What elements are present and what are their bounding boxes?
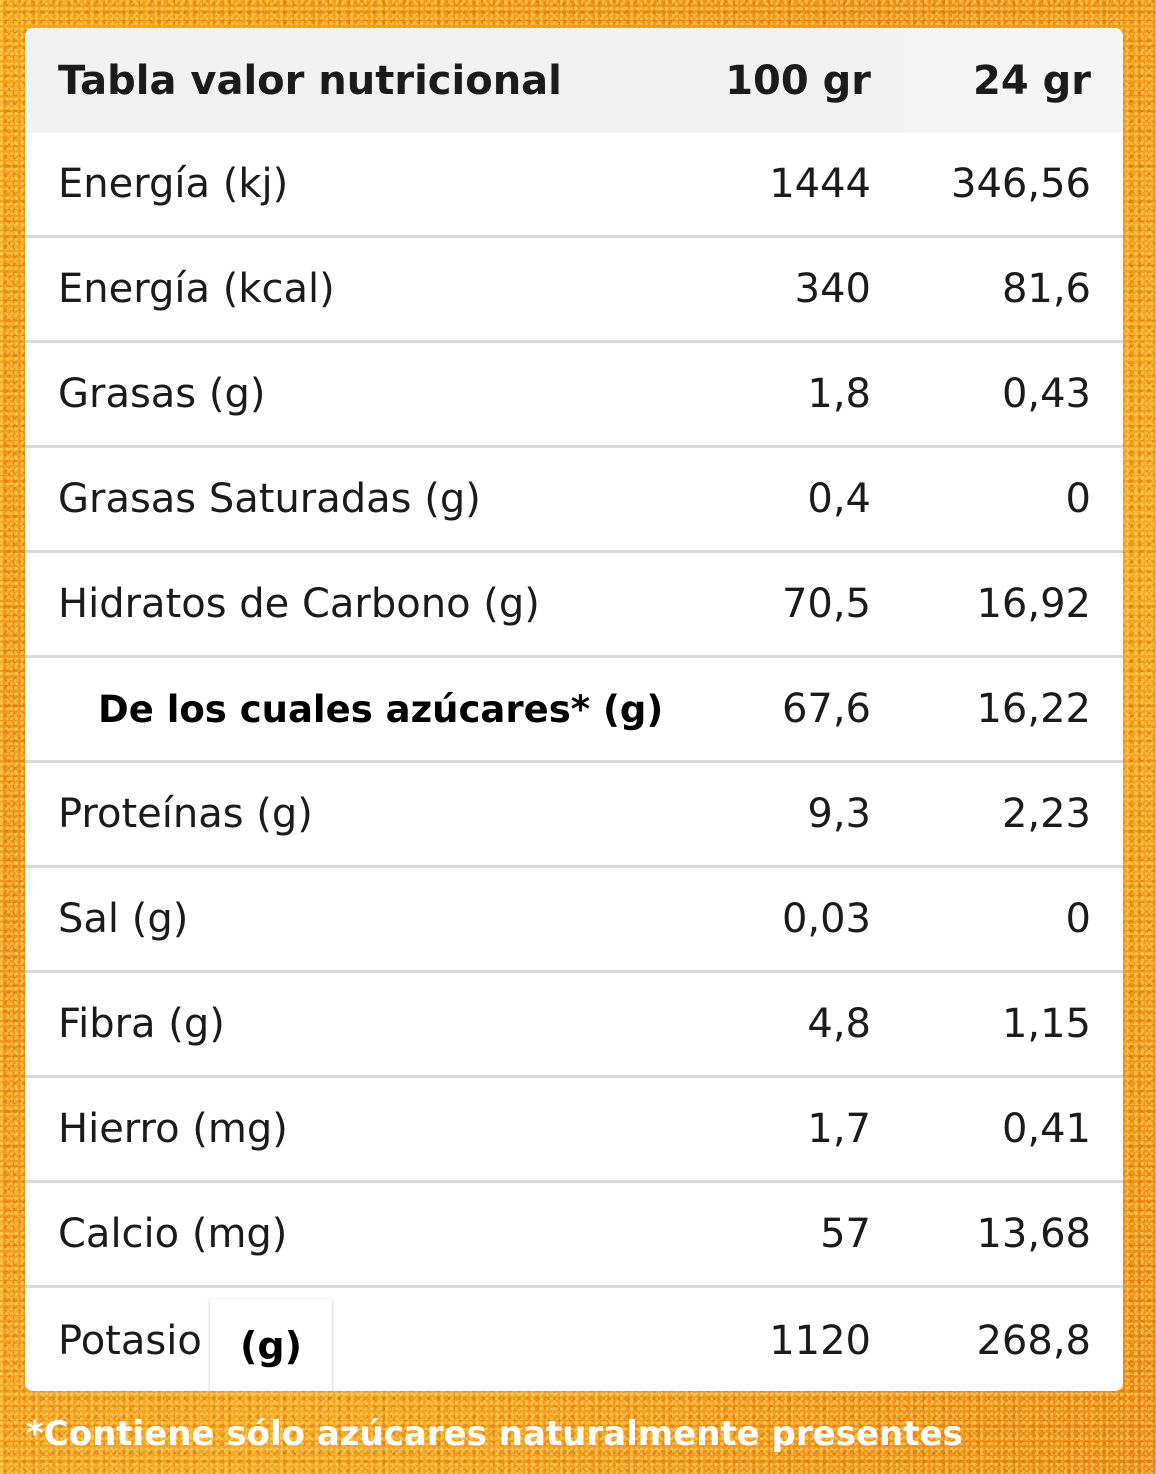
nutrient-name: Grasas Saturadas (g) (58, 476, 481, 522)
value-100gr: 1120 (769, 1317, 871, 1364)
table-row: Hidratos de Carbono (g) 70,5 16,92 (25, 553, 1123, 658)
value-100gr: 4,8 (807, 1001, 871, 1047)
table-row: Energía (kcal) 340 81,6 (25, 238, 1123, 343)
value-24gr: 0 (1065, 896, 1091, 942)
nutrient-name: Grasas (g) (58, 371, 266, 417)
value-100gr: 57 (820, 1211, 871, 1257)
unit-label-patch: (g) (210, 1299, 332, 1391)
nutrient-name: Hidratos de Carbono (g) (58, 581, 540, 627)
footnote: *Contiene sólo azúcares naturalmente pre… (26, 1414, 963, 1454)
value-24gr: 13,68 (976, 1211, 1091, 1257)
table-row: Grasas Saturadas (g) 0,4 0 (25, 448, 1123, 553)
table-header-row: Tabla valor nutricional 100 gr 24 gr (25, 28, 1123, 133)
table-row-sub: De los cuales azúcares* (g) 67,6 16,22 (25, 658, 1123, 763)
value-100gr: 9,3 (807, 791, 871, 837)
nutrient-name: Sal (g) (58, 896, 189, 942)
table-row: Grasas (g) 1,8 0,43 (25, 343, 1123, 448)
nutrition-table: Tabla valor nutricional 100 gr 24 gr Ene… (25, 28, 1123, 1391)
value-100gr: 340 (794, 266, 871, 312)
table-row: Energía (kj) 1444 346,56 (25, 133, 1123, 238)
value-24gr: 0,43 (1001, 371, 1091, 417)
value-24gr: 0,41 (1001, 1106, 1091, 1152)
nutrient-name: De los cuales azúcares* (g) (98, 687, 664, 731)
value-100gr: 67,6 (781, 686, 871, 732)
value-100gr: 0,4 (807, 476, 871, 522)
value-24gr: 0 (1065, 476, 1091, 522)
nutrient-name: Fibra (g) (58, 1001, 225, 1047)
value-100gr: 1444 (769, 161, 871, 207)
table-row: Hierro (mg) 1,7 0,41 (25, 1078, 1123, 1183)
table-title: Tabla valor nutricional (58, 57, 562, 104)
value-100gr: 70,5 (781, 581, 871, 627)
nutrient-name: Energía (kcal) (58, 266, 335, 312)
nutrient-name: Calcio (mg) (58, 1211, 288, 1257)
value-24gr: 346,56 (951, 161, 1091, 207)
table-row: Calcio (mg) 57 13,68 (25, 1183, 1123, 1288)
value-24gr: 81,6 (1001, 266, 1091, 312)
value-24gr: 2,23 (1001, 791, 1091, 837)
table-row: Fibra (g) 4,8 1,15 (25, 973, 1123, 1078)
value-24gr: 1,15 (1001, 1001, 1091, 1047)
value-100gr: 1,8 (807, 371, 871, 417)
value-24gr: 16,22 (976, 686, 1091, 732)
value-100gr: 0,03 (781, 896, 871, 942)
table-row: Potasio (g) 1120 268,8 (25, 1288, 1123, 1391)
value-100gr: 1,7 (807, 1106, 871, 1152)
nutrient-name: Potasio (58, 1317, 202, 1364)
value-24gr: 268,8 (976, 1317, 1091, 1364)
column-header-100gr: 100 gr (683, 28, 871, 133)
table-row: Proteínas (g) 9,3 2,23 (25, 763, 1123, 868)
table-row: Sal (g) 0,03 0 (25, 868, 1123, 973)
value-24gr: 16,92 (976, 581, 1091, 627)
column-header-24gr: 24 gr (905, 28, 1123, 133)
nutrient-name: Hierro (mg) (58, 1106, 288, 1152)
nutrient-name: Energía (kj) (58, 161, 289, 207)
nutrient-name: Proteínas (g) (58, 791, 313, 837)
